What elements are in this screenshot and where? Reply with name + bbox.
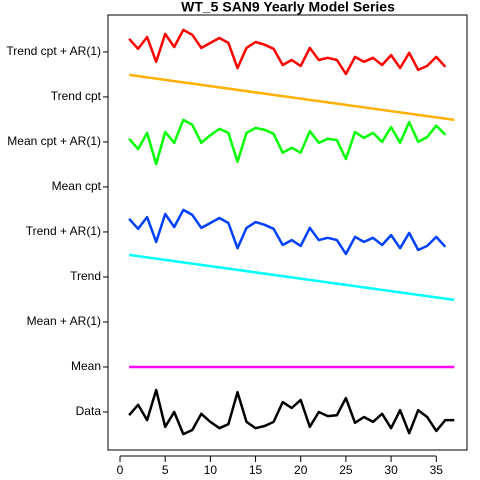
series-line [128,253,455,302]
x-tick-label: 5 [162,463,169,477]
y-tick-label: Trend + AR(1) [26,224,101,238]
y-tick-label: Trend cpt + AR(1) [6,44,101,58]
y-tick-label: Data [76,404,102,418]
x-tick-label: 20 [294,463,308,477]
series-line [128,388,455,436]
y-tick-label: Trend [70,269,101,283]
x-tick-label: 0 [117,463,124,477]
x-tick-label: 25 [339,463,353,477]
x-tick-label: 30 [384,463,398,477]
y-tick-label: Mean + AR(1) [27,314,101,328]
chart-title: WT_5 SAN9 Yearly Model Series [181,0,395,15]
plot-frame [107,14,468,451]
y-tick-label: Trend cpt [51,89,102,103]
series-line [128,118,447,166]
x-tick-label: 35 [430,463,444,477]
series-line [128,73,455,122]
series-line [128,28,447,76]
x-tick-label: 10 [204,463,218,477]
series-line [128,208,447,256]
y-tick-label: Mean cpt [52,179,102,193]
y-tick-label: Mean [71,359,101,373]
y-tick-label: Mean cpt + AR(1) [7,134,101,148]
x-tick-label: 15 [249,463,263,477]
